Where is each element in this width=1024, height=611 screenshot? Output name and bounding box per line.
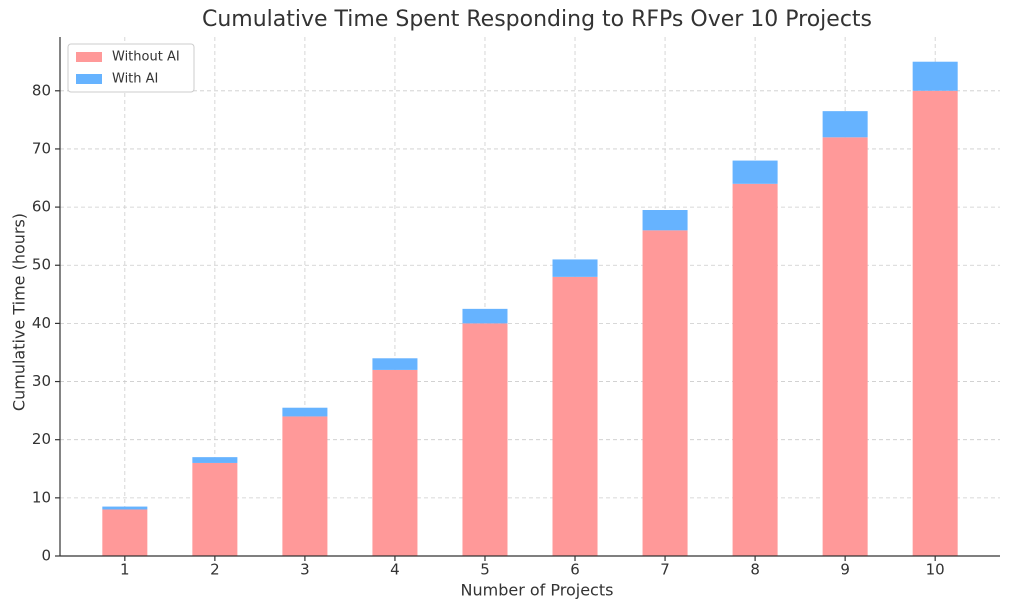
bar-segment: [552, 259, 598, 277]
x-tick-label: 2: [210, 561, 220, 579]
y-tick-label: 40: [32, 314, 51, 332]
bar-segment: [642, 210, 688, 231]
y-tick-label: 80: [32, 81, 51, 99]
bar-segment: [822, 137, 868, 557]
x-tick-label: 10: [926, 561, 945, 579]
bar-segment: [192, 457, 238, 463]
bar-segment: [462, 308, 508, 324]
bar-segment: [282, 416, 328, 556]
bar-segment: [462, 323, 508, 556]
legend-label: With AI: [112, 72, 158, 87]
y-axis-label: Cumulative Time (hours): [10, 213, 29, 411]
bar-segment: [102, 506, 148, 510]
legend-swatch: [76, 52, 102, 62]
bar-segment: [732, 160, 778, 184]
bar-segment: [912, 90, 958, 556]
y-tick-label: 10: [32, 488, 51, 506]
y-tick-label: 70: [32, 139, 51, 157]
x-axis-label: Number of Projects: [461, 581, 614, 600]
bar-segment: [642, 230, 688, 556]
x-tick-label: 5: [480, 561, 490, 579]
x-tick-label: 8: [750, 561, 760, 579]
chart-title: Cumulative Time Spent Responding to RFPs…: [202, 7, 872, 32]
bar-segment: [282, 407, 328, 417]
y-tick-label: 20: [32, 430, 51, 448]
bar-segment: [372, 358, 418, 370]
x-tick-label: 1: [120, 561, 130, 579]
bar-segment: [732, 183, 778, 556]
y-tick-label: 50: [32, 256, 51, 274]
x-tick-label: 3: [300, 561, 310, 579]
bar-segment: [102, 509, 148, 556]
y-tick-label: 30: [32, 372, 51, 390]
legend-label: Without AI: [112, 50, 180, 65]
y-tick-label: 60: [32, 198, 51, 216]
x-tick-label: 6: [570, 561, 580, 579]
y-tick-label: 0: [41, 547, 51, 565]
bar-segment: [552, 276, 598, 556]
legend-swatch: [76, 74, 102, 84]
bar-segment: [372, 369, 418, 556]
bar-segment: [912, 61, 958, 91]
bar-segment: [822, 111, 868, 138]
bar-segment: [192, 462, 238, 556]
x-tick-label: 9: [840, 561, 850, 579]
x-tick-label: 4: [390, 561, 400, 579]
x-tick-label: 7: [660, 561, 670, 579]
